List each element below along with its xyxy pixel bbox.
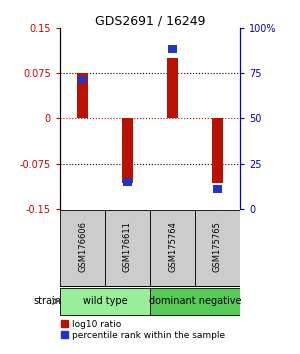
FancyBboxPatch shape bbox=[105, 210, 150, 286]
Bar bbox=[124, 178, 131, 185]
Text: dominant negative: dominant negative bbox=[149, 296, 241, 306]
Text: GSM176611: GSM176611 bbox=[123, 221, 132, 272]
FancyBboxPatch shape bbox=[150, 288, 240, 315]
Bar bbox=[169, 45, 176, 53]
FancyBboxPatch shape bbox=[195, 210, 240, 286]
Bar bbox=[214, 185, 221, 193]
FancyBboxPatch shape bbox=[150, 210, 195, 286]
FancyBboxPatch shape bbox=[60, 210, 105, 286]
Bar bbox=[122, 119, 133, 183]
Text: GSM175765: GSM175765 bbox=[213, 221, 222, 272]
Bar bbox=[77, 73, 88, 119]
Bar bbox=[167, 58, 178, 119]
Bar bbox=[212, 119, 223, 183]
Title: GDS2691 / 16249: GDS2691 / 16249 bbox=[95, 14, 205, 27]
Bar bbox=[79, 75, 87, 83]
Legend: log10 ratio, percentile rank within the sample: log10 ratio, percentile rank within the … bbox=[61, 320, 225, 340]
Text: GSM175764: GSM175764 bbox=[168, 221, 177, 272]
Text: GSM176606: GSM176606 bbox=[78, 221, 87, 272]
Text: wild type: wild type bbox=[83, 296, 127, 306]
Text: strain: strain bbox=[33, 296, 61, 306]
FancyBboxPatch shape bbox=[60, 288, 150, 315]
